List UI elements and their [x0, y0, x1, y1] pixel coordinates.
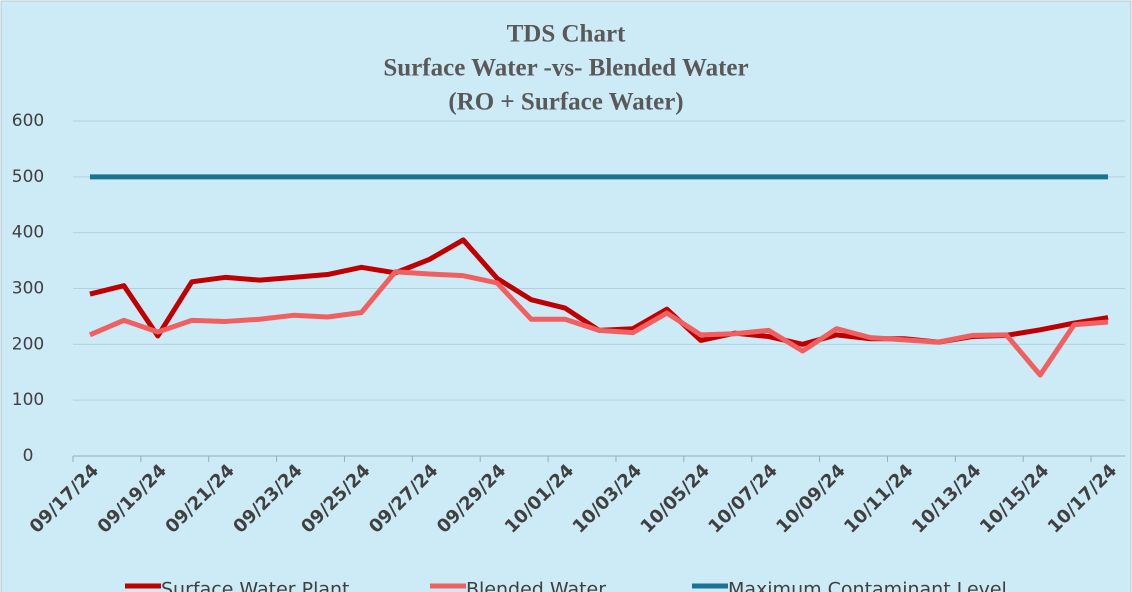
y-tick-label: 500 [12, 167, 44, 187]
series-line [88, 269, 1109, 378]
y-tick-label: 200 [12, 334, 44, 354]
chart-title: Surface Water -vs- Blended Water [383, 55, 748, 82]
legend-label: Surface Water Plant [161, 579, 350, 592]
y-tick-label: 600 [12, 111, 44, 131]
legend-label: Blended Water [466, 579, 606, 592]
y-tick-label: 100 [12, 390, 44, 410]
y-tick-label: 400 [12, 223, 44, 243]
legend-label: Maximum Contaminant Level [728, 579, 1007, 592]
chart-title: TDS Chart [507, 21, 626, 48]
chart-title: (RO + Surface Water) [448, 89, 683, 116]
y-tick-label: 0 [23, 446, 34, 466]
y-tick-label: 300 [12, 279, 44, 299]
